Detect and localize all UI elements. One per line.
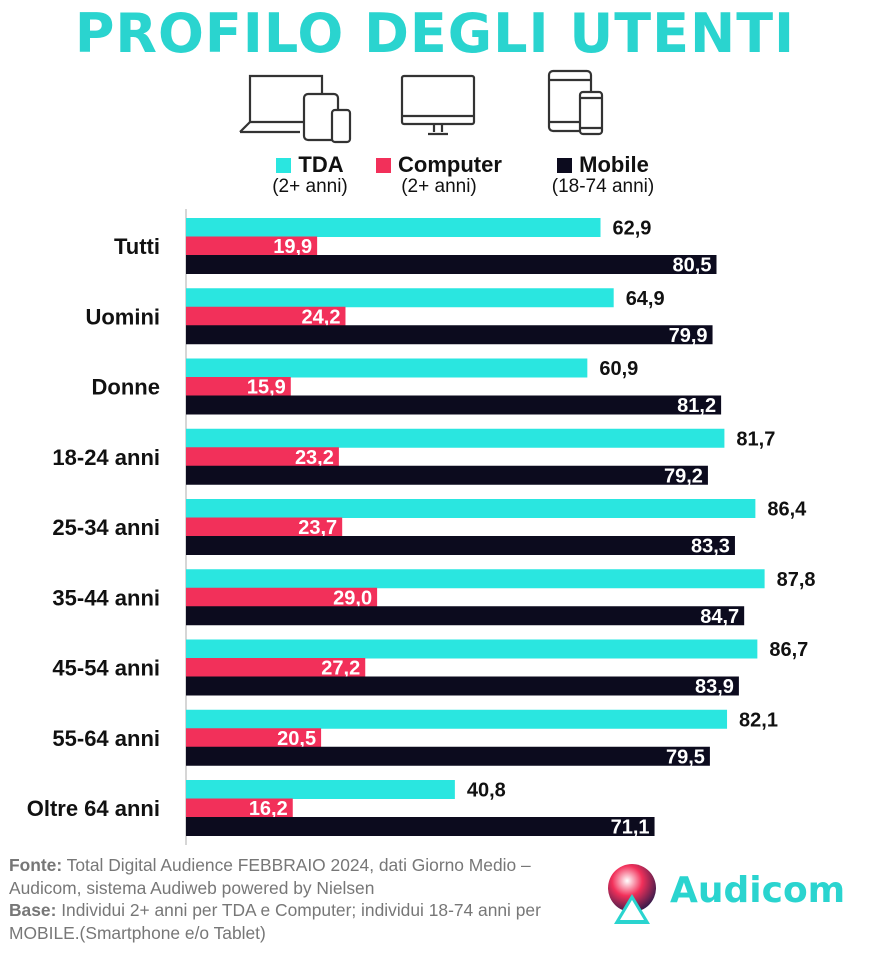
- bar-mobile: [186, 395, 722, 415]
- data-label-mobile: 83,9: [695, 676, 734, 698]
- bar-mobile: [186, 325, 713, 345]
- footer-notes: Fonte: Total Digital Audience FEBBRAIO 2…: [9, 854, 569, 944]
- bar-mobile: [186, 746, 710, 766]
- data-label-mobile: 71,1: [611, 817, 650, 839]
- category-label: Donne: [92, 375, 160, 400]
- bar-computer: [186, 517, 343, 537]
- legend-label: TDA: [298, 152, 344, 177]
- bar-tda: [186, 639, 758, 659]
- bar-tda: [186, 358, 588, 378]
- audicom-logo-mark-icon: [608, 864, 656, 924]
- category-label: Uomini: [85, 304, 160, 329]
- bar-chart: Tutti 62,9 19,9 80,5 Uomini 64,9 24,2 79,9 Donne…: [27, 209, 816, 845]
- desktop-icon: [400, 74, 476, 136]
- bar-computer: [186, 377, 291, 396]
- bar-computer: [186, 236, 318, 256]
- data-label-computer: 16,2: [249, 798, 288, 820]
- data-label-tda: 86,4: [767, 499, 807, 521]
- legend-mobile: Mobile (18-74 anni): [528, 152, 678, 198]
- bar-tda: [186, 218, 601, 237]
- data-label-mobile: 81,2: [677, 395, 716, 417]
- bar-computer: [186, 306, 346, 326]
- bar-mobile: [186, 817, 655, 836]
- category-label: 25-34 anni: [52, 515, 160, 540]
- legend-label: Mobile: [579, 152, 649, 177]
- data-label-computer: 27,2: [321, 658, 360, 680]
- data-label-mobile: 84,7: [700, 606, 739, 628]
- multi-device-icon: [239, 74, 352, 144]
- data-label-computer: 23,7: [298, 517, 337, 539]
- bar-tda: [186, 569, 765, 589]
- bar-computer: [186, 798, 293, 818]
- legend-tda: TDA (2+ anni): [258, 152, 362, 198]
- audicom-logo: Audicom: [606, 860, 846, 930]
- bar-mobile: [186, 465, 708, 485]
- data-label-tda: 81,7: [736, 428, 775, 450]
- legend-sublabel: (2+ anni): [401, 176, 477, 197]
- data-label-computer: 24,2: [302, 306, 341, 328]
- bar-computer: [186, 447, 339, 467]
- bar-mobile: [186, 255, 717, 274]
- data-label-tda: 82,1: [739, 709, 778, 731]
- legend-sublabel: (2+ anni): [272, 176, 348, 197]
- data-label-computer: 23,2: [295, 447, 334, 469]
- data-label-tda: 60,9: [599, 358, 638, 380]
- data-label-computer: 15,9: [247, 377, 286, 399]
- data-label-tda: 86,7: [769, 639, 808, 661]
- legend-swatch-mobile: [557, 157, 573, 173]
- bar-tda: [186, 288, 614, 308]
- category-label: Tutti: [114, 234, 160, 259]
- bar-tda: [186, 709, 728, 729]
- data-label-mobile: 79,9: [669, 325, 708, 347]
- bar-mobile: [186, 536, 735, 555]
- category-label: 55-64 anni: [52, 726, 160, 751]
- bar-computer: [186, 587, 378, 607]
- data-label-computer: 19,9: [273, 236, 312, 258]
- device-icons: [0, 60, 870, 150]
- bar-tda: [186, 428, 725, 448]
- footer-source: Fonte: Total Digital Audience FEBBRAIO 2…: [9, 855, 531, 898]
- data-label-mobile: 83,3: [691, 536, 730, 558]
- footer-base: Base: Individui 2+ anni per TDA e Comput…: [9, 900, 541, 943]
- bar-computer: [186, 658, 366, 677]
- legend-computer: Computer (2+ anni): [366, 152, 512, 198]
- legend-label: Computer: [398, 152, 502, 177]
- bar-mobile: [186, 606, 745, 626]
- bar-tda: [186, 780, 455, 799]
- category-label: 18-24 anni: [52, 445, 160, 470]
- data-label-tda: 87,8: [777, 569, 816, 591]
- legend-swatch-tda: [276, 157, 292, 173]
- data-label-tda: 64,9: [626, 288, 665, 310]
- bar-tda: [186, 499, 756, 518]
- category-label: 45-54 anni: [52, 656, 160, 681]
- data-label-computer: 29,0: [333, 587, 372, 609]
- data-label-computer: 20,5: [277, 728, 316, 750]
- data-label-mobile: 79,2: [664, 465, 703, 487]
- data-label-tda: 40,8: [467, 780, 506, 802]
- bar-mobile: [186, 676, 739, 696]
- category-label: 35-44 anni: [52, 585, 160, 610]
- legend-swatch-computer: [376, 157, 392, 173]
- audicom-logo-text: Audicom: [670, 870, 846, 911]
- legend-sublabel: (18-74 anni): [551, 176, 655, 197]
- page-title: PROFILO DEGLI UTENTI: [74, 2, 796, 65]
- data-label-tda: 62,9: [613, 218, 652, 240]
- data-label-mobile: 80,5: [673, 255, 712, 277]
- bar-computer: [186, 728, 322, 748]
- category-label: Oltre 64 anni: [27, 796, 160, 821]
- tablet-phone-icon: [547, 69, 604, 136]
- data-label-mobile: 79,5: [666, 746, 705, 768]
